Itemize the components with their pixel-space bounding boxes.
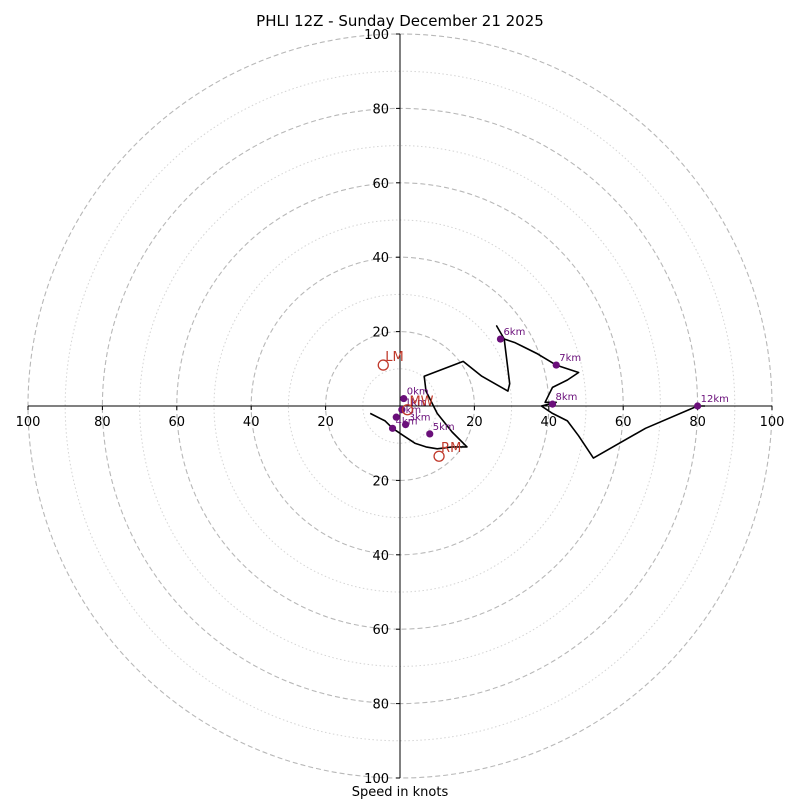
y-tick-label-8: 80 xyxy=(372,698,389,713)
x-tick-label-8: 80 xyxy=(689,415,706,430)
x-tick-label-3: 40 xyxy=(243,415,260,430)
x-tick-label-1: 80 xyxy=(94,415,111,430)
y-tick-label-9: 100 xyxy=(364,772,389,787)
height-marker-0 xyxy=(400,394,408,403)
height-label-8: 8km xyxy=(556,392,578,403)
storm-motion-marker-1 xyxy=(401,404,414,416)
y-tick-label-1: 80 xyxy=(372,102,389,117)
x-tick-label-0: 100 xyxy=(16,415,41,430)
x-tick-label-5: 20 xyxy=(466,415,483,430)
height-marker-9 xyxy=(694,402,702,410)
storm-motion-label-2: RM xyxy=(441,441,461,456)
height-label-9: 12km xyxy=(701,394,729,405)
x-axis-label: Speed in knots xyxy=(352,785,449,800)
x-tick-label-4: 20 xyxy=(317,415,334,430)
y-tick-label-6: 40 xyxy=(372,549,389,564)
height-label-0: 0km xyxy=(407,387,429,398)
storm-motion-marker-2 xyxy=(433,450,445,462)
axis-ticks: 100 80 60 40 20 20 40 60 80 100 100 80 60 40 20 20 40 60 8… xyxy=(16,28,785,787)
x-tick-label-9: 100 xyxy=(760,415,785,430)
height-marker-5 xyxy=(426,430,434,438)
height-marker-6 xyxy=(496,335,505,343)
x-tick-label-7: 60 xyxy=(615,415,632,430)
y-tick-label-4: 20 xyxy=(372,326,389,341)
storm-motion-label-0: LM xyxy=(385,350,403,365)
height-label-7: 7km xyxy=(559,353,581,364)
height-marker-4 xyxy=(388,424,397,432)
height-label-5: 5km xyxy=(433,422,455,433)
height-marker-3 xyxy=(401,421,410,429)
y-tick-label-7: 60 xyxy=(372,623,389,638)
storm-motion-label-1: MW xyxy=(409,395,433,410)
height-label-3: 3km xyxy=(409,413,431,424)
y-tick-label-0: 100 xyxy=(364,28,389,43)
x-tick-label-6: 40 xyxy=(541,415,558,430)
y-tick-label-5: 20 xyxy=(372,474,389,489)
x-tick-label-2: 60 xyxy=(169,415,186,430)
height-marker-7 xyxy=(552,361,560,369)
height-marker-2 xyxy=(392,413,400,421)
y-tick-label-3: 40 xyxy=(372,251,389,266)
storm-motion-marker-0 xyxy=(377,359,389,371)
height-label-1: 1km xyxy=(405,398,427,409)
height-label-2: 2km xyxy=(399,405,421,416)
chart-title: PHLI 12Z - Sunday December 21 2025 xyxy=(256,12,544,30)
height-label-4: 4km xyxy=(396,416,418,427)
y-tick-label-2: 60 xyxy=(372,177,389,192)
height-label-6: 6km xyxy=(503,327,525,338)
wind-trace-line xyxy=(369,325,705,459)
height-marker-8 xyxy=(548,400,557,408)
storm-motion-markers: LM MW RM xyxy=(377,350,461,462)
